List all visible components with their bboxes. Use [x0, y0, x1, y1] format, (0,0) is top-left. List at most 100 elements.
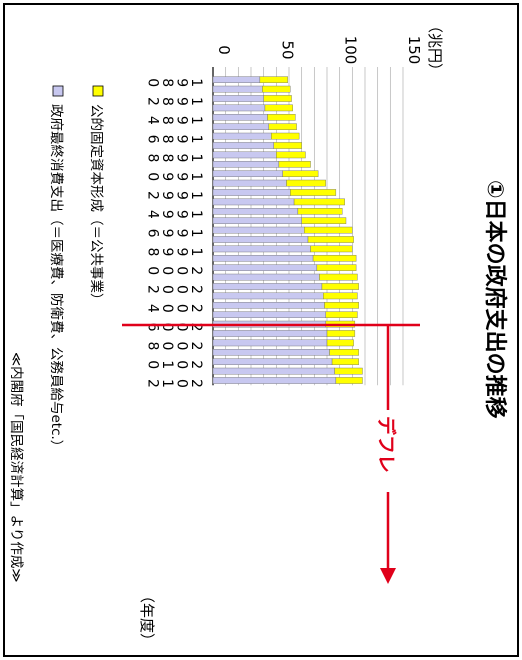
year-tick-digit: 1 [188, 78, 204, 87]
year-tick-digit: 2 [188, 266, 204, 275]
legend-label-public-investment: 公的固定資本形成（＝公共事業） [88, 104, 104, 307]
year-tick-digit: 2 [188, 379, 204, 388]
year-tick-digit: 0 [159, 285, 175, 294]
bar-consumption [212, 264, 318, 272]
bar-public-investment [312, 254, 357, 262]
bar-consumption [212, 179, 287, 187]
bar-public-investment [329, 349, 359, 356]
outer-border [3, 3, 519, 657]
year-tick-digit: 1 [188, 247, 204, 256]
bar-public-investment [326, 339, 354, 347]
value-tick-label: 150 [405, 36, 423, 65]
bar-consumption [212, 273, 320, 281]
year-tick-digit: 2 [188, 304, 204, 313]
bar-public-investment [301, 217, 347, 225]
bar-consumption [212, 76, 261, 83]
year-tick-digit: 1 [188, 210, 204, 219]
bar-consumption [212, 245, 311, 253]
bar-public-investment [286, 179, 326, 187]
bar-public-investment [335, 377, 363, 384]
bar-consumption [212, 160, 280, 168]
year-tick-digit: 9 [174, 78, 190, 87]
year-tick-digit: 0 [145, 78, 161, 87]
year-tick-digit: 1 [188, 172, 204, 181]
year-tick-digit: 1 [188, 116, 204, 125]
year-tick-digit: 1 [159, 360, 175, 369]
year-tick-digit: 8 [145, 247, 161, 256]
year-tick-digit: 0 [174, 341, 190, 350]
year-tick-digit: 1 [188, 191, 204, 200]
bar-consumption [212, 104, 266, 112]
value-tick-label: 100 [342, 36, 360, 65]
year-tick-digit: 9 [174, 153, 190, 162]
year-axis-ticks: 1980198219841986198819901992199419961998… [145, 78, 205, 388]
year-tick-digit: 9 [159, 210, 175, 219]
value-tick-label: 50 [278, 40, 296, 59]
bar-public-investment [273, 142, 302, 149]
bar-public-investment [325, 311, 358, 319]
unit-label: （兆円） [426, 18, 444, 78]
bar-consumption [212, 254, 314, 262]
year-tick-digit: 9 [174, 116, 190, 125]
bar-consumption [212, 207, 299, 215]
bar-public-investment [310, 245, 353, 253]
value-tick-label: 0 [215, 45, 233, 55]
year-tick-digit: 0 [174, 360, 190, 369]
year-tick-digit: 1 [188, 229, 204, 238]
year-tick-digit: 0 [159, 323, 175, 332]
deflation-label-bg [374, 410, 404, 492]
year-tick-digit: 0 [145, 172, 161, 181]
bar-consumption [212, 377, 337, 384]
bar-public-investment [268, 123, 297, 130]
bar-public-investment [334, 367, 363, 375]
year-tick-digit: 0 [174, 266, 190, 275]
bar-consumption [212, 349, 330, 356]
year-tick-digit: 2 [145, 285, 161, 294]
bar-consumption [212, 358, 333, 366]
bar-consumption [212, 85, 263, 93]
year-tick-digit: 0 [174, 285, 190, 294]
bar-public-investment [304, 226, 353, 234]
bar-public-investment [331, 358, 359, 366]
year-tick-digit: 2 [145, 379, 161, 388]
bar-consumption [212, 198, 295, 206]
year-tick-digit: 9 [159, 172, 175, 181]
legend: 公的固定資本形成（＝公共事業） 政府最終消費支出（＝医療費、防衛費、公務員給与e… [48, 85, 104, 453]
year-tick-digit: 8 [145, 153, 161, 162]
bar-public-investment [267, 113, 296, 121]
year-tick-digit: 9 [174, 135, 190, 144]
bar-public-investment [264, 104, 293, 112]
year-tick-digit: 2 [188, 341, 204, 350]
year-tick-digit: 8 [159, 97, 175, 106]
year-tick-digit: 0 [145, 266, 161, 275]
bars [212, 76, 363, 384]
bar-consumption [212, 142, 274, 149]
year-tick-digit: 0 [145, 360, 161, 369]
year-tick-digit: 0 [174, 323, 190, 332]
year-tick-digit: 2 [188, 323, 204, 332]
year-axis-label: （年度） [138, 588, 156, 648]
year-tick-digit: 8 [159, 135, 175, 144]
year-tick-digit: 8 [159, 78, 175, 87]
year-tick-digit: 9 [159, 229, 175, 238]
bar-consumption [212, 302, 325, 309]
bar-consumption [212, 95, 264, 102]
bar-public-investment [323, 292, 358, 300]
bar-consumption [212, 132, 272, 140]
year-tick-digit: 6 [145, 323, 161, 332]
bar-consumption [212, 151, 277, 159]
year-tick-digit: 6 [145, 229, 161, 238]
bar-public-investment [276, 151, 306, 159]
year-tick-digit: 9 [174, 247, 190, 256]
bar-public-investment [290, 189, 337, 196]
